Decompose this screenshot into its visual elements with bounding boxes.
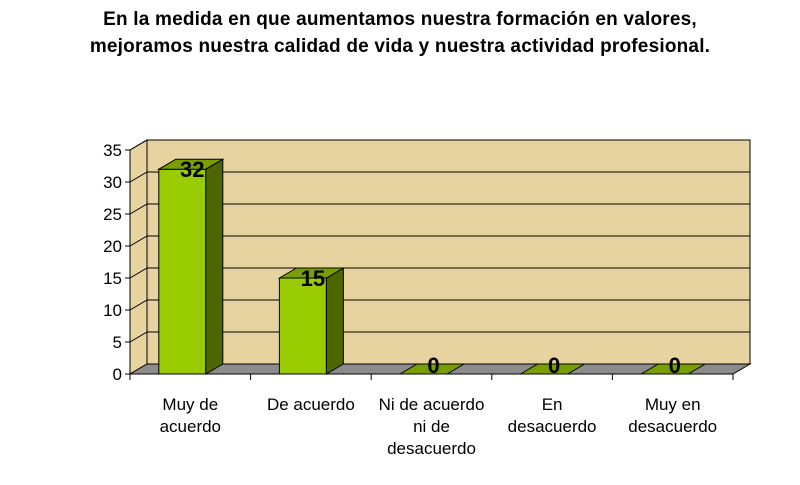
x-tick-label: De acuerdo <box>246 394 376 416</box>
x-tick-label-line: Muy de <box>162 395 219 414</box>
bar <box>277 267 346 375</box>
bar-top <box>277 267 346 279</box>
gridline <box>129 139 750 151</box>
chart-title-line-2: mejoramos nuestra calidad de vida y nues… <box>89 36 711 57</box>
plot-side-wall <box>129 139 148 375</box>
bar <box>398 363 466 375</box>
gridline <box>129 171 750 183</box>
y-tick-label: 35 <box>103 141 122 160</box>
bar <box>156 158 225 375</box>
y-tick-label: 0 <box>113 365 122 384</box>
y-tick-label: 10 <box>103 301 122 320</box>
data-label: 0 <box>669 353 681 378</box>
data-label: 0 <box>427 353 439 378</box>
y-tick-label: 30 <box>103 173 122 192</box>
chart-title: En la medida en que aumentamos nuestra f… <box>0 6 800 60</box>
x-tick-label-line: En <box>541 395 563 414</box>
x-tick-label: Ni de acuerdo ni de desacuerdo <box>367 394 497 460</box>
chart-title-line-1: En la medida en que aumentamos nuestra f… <box>103 9 697 30</box>
x-tick-label-line: desacuerdo <box>387 439 476 458</box>
x-tick-label-line: Ni de acuerdo <box>378 395 485 414</box>
gridline <box>129 267 750 279</box>
gridline <box>129 331 750 343</box>
gridline <box>129 203 750 215</box>
x-tick-label-line: ni de <box>413 417 450 436</box>
data-label: 32 <box>180 157 204 182</box>
y-tick-label: 5 <box>113 333 122 352</box>
x-tick-label-line: desacuerdo <box>628 417 718 436</box>
bar-side <box>325 267 344 375</box>
x-tick-label-line: De acuerdo <box>266 395 355 414</box>
gridline <box>129 299 750 311</box>
bar-top <box>156 158 225 170</box>
data-label: 15 <box>301 266 325 291</box>
bar-top <box>518 363 587 375</box>
bar-top <box>398 363 466 375</box>
y-tick-label: 25 <box>103 205 122 224</box>
bar-front <box>278 277 327 375</box>
x-tick-label-line: Muy en <box>644 395 701 414</box>
y-tick-label: 20 <box>103 237 122 256</box>
bar <box>518 363 587 375</box>
data-label: 0 <box>548 353 560 378</box>
bar-top <box>639 363 708 375</box>
x-tick-label-line: acuerdo <box>159 417 222 436</box>
gridline <box>129 235 750 247</box>
plot-back-wall <box>146 139 751 365</box>
bar-side <box>205 158 224 375</box>
x-tick-label: Muy en desacuerdo <box>608 394 738 438</box>
bar-front <box>158 168 207 375</box>
bar <box>639 363 708 375</box>
x-tick-label-line: desacuerdo <box>507 417 597 436</box>
y-tick-label: 15 <box>103 269 122 288</box>
x-tick-label: Muy de acuerdo <box>125 394 255 438</box>
x-tick-label: En desacuerdo <box>487 394 617 438</box>
